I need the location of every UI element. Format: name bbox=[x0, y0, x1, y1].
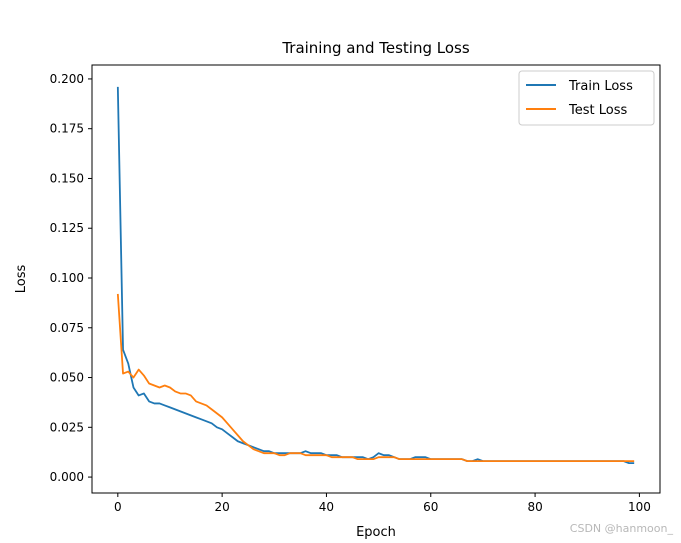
watermark: CSDN @hanmoon_ bbox=[569, 522, 673, 535]
x-axis-label: Epoch bbox=[356, 525, 396, 540]
legend: Train Loss Test Loss bbox=[518, 70, 655, 126]
y-axis-label: Loss bbox=[14, 265, 29, 294]
legend-entry-label: Test Loss bbox=[568, 103, 627, 118]
y-tick-label: 0.150 bbox=[50, 171, 84, 185]
plot-lines bbox=[116, 86, 635, 465]
x-axis-ticks: 0 20 40 60 80 100 bbox=[114, 493, 651, 514]
y-tick-label: 0.100 bbox=[50, 271, 84, 285]
series-line-test-loss bbox=[116, 293, 635, 463]
chart-title: Training and Testing Loss bbox=[281, 39, 470, 57]
y-tick-label: 0.200 bbox=[50, 72, 84, 86]
plot-frame bbox=[91, 64, 661, 494]
x-tick-label: 100 bbox=[628, 500, 651, 514]
series-line-train-loss bbox=[116, 86, 635, 465]
y-tick-label: 0.075 bbox=[50, 321, 84, 335]
y-tick-label: 0.025 bbox=[50, 420, 84, 434]
x-tick-label: 60 bbox=[423, 500, 438, 514]
x-tick-label: 0 bbox=[114, 500, 122, 514]
y-tick-label: 0.000 bbox=[50, 470, 84, 484]
y-tick-label: 0.050 bbox=[50, 371, 84, 385]
y-tick-label: 0.125 bbox=[50, 221, 84, 235]
x-tick-label: 40 bbox=[319, 500, 334, 514]
x-tick-label: 20 bbox=[214, 500, 229, 514]
legend-entry-label: Train Loss bbox=[568, 79, 633, 94]
y-axis-ticks: 0.000 0.025 0.050 0.075 0.100 0.125 0.150 0.175… bbox=[50, 72, 92, 484]
y-tick-label: 0.175 bbox=[50, 122, 84, 136]
x-tick-label: 80 bbox=[527, 500, 542, 514]
